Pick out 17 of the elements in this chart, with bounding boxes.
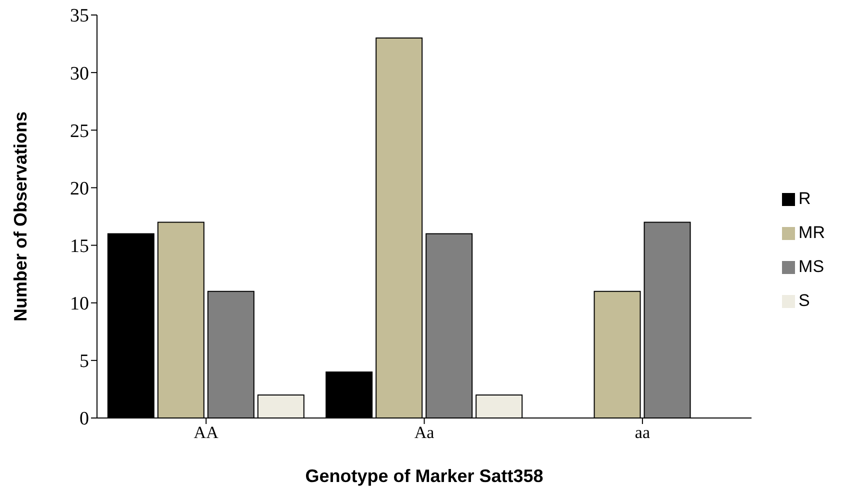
x-axis-title: Genotype of Marker Satt358 bbox=[305, 466, 544, 486]
y-tick-label: 0 bbox=[80, 408, 89, 430]
y-tick-label: 25 bbox=[70, 120, 89, 142]
legend-label: MR bbox=[798, 223, 825, 242]
x-tick-label: Aa bbox=[414, 423, 435, 442]
x-tick-label: aa bbox=[634, 423, 650, 442]
y-axis-title: Number of Observations bbox=[10, 111, 30, 322]
legend-label: MS bbox=[798, 257, 824, 276]
x-tick-label: AA bbox=[194, 423, 220, 442]
y-tick-label: 30 bbox=[70, 63, 89, 84]
y-tick-label: 35 bbox=[70, 6, 89, 27]
y-tick-label: 5 bbox=[80, 351, 89, 372]
legend-label: R bbox=[798, 189, 811, 208]
legend-label: S bbox=[798, 291, 810, 310]
y-tick-label: 10 bbox=[70, 294, 89, 315]
y-tick-label: 15 bbox=[70, 236, 89, 258]
y-tick-label: 20 bbox=[70, 178, 89, 200]
